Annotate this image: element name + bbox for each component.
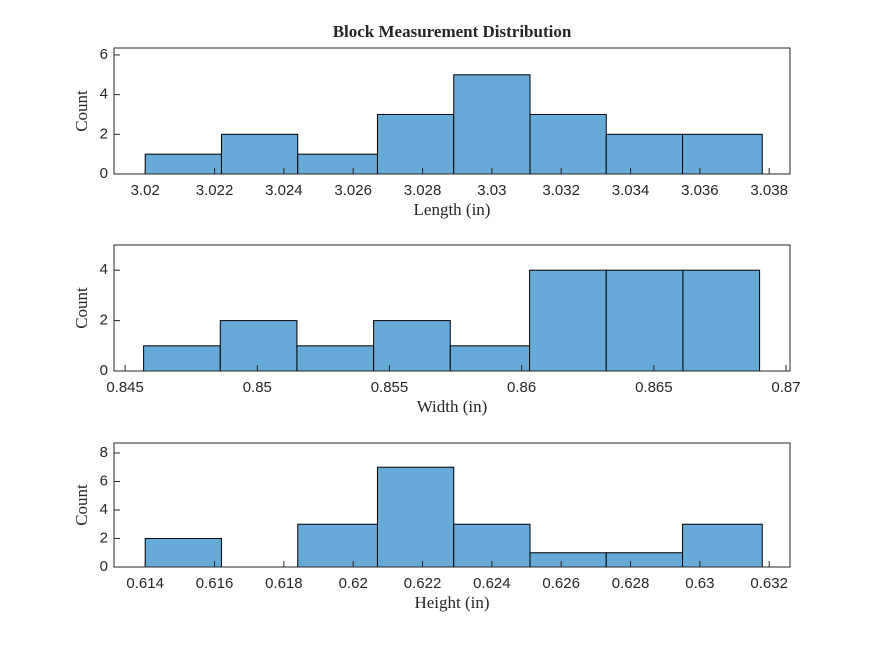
histogram-bar xyxy=(529,552,607,568)
x-tick-label: 3.026 xyxy=(334,182,372,199)
histogram-bar xyxy=(220,133,299,175)
x-tick-label: 3.032 xyxy=(542,182,580,199)
histogram-bar xyxy=(605,133,684,175)
histogram-bar xyxy=(682,269,761,372)
y-axis-label: Count xyxy=(72,90,91,132)
x-tick-label: 0.614 xyxy=(126,575,164,592)
y-axis-label: Count xyxy=(72,484,91,526)
x-tick-label: 3.038 xyxy=(750,182,788,199)
y-tick-label: 0 xyxy=(100,165,108,182)
x-tick-label: 0.85 xyxy=(243,379,272,396)
histogram-bar xyxy=(219,320,298,372)
y-axis-label: Count xyxy=(72,287,91,329)
x-tick-label: 3.02 xyxy=(131,182,160,199)
x-tick-label: 0.624 xyxy=(473,575,511,592)
x-tick-label: 0.632 xyxy=(750,575,788,592)
histogram-bar xyxy=(144,537,222,568)
x-tick-label: 0.865 xyxy=(635,379,673,396)
histogram-bar xyxy=(376,466,455,568)
histogram-bar xyxy=(373,320,451,372)
axes-box xyxy=(113,442,791,568)
x-tick-label: 0.845 xyxy=(106,379,144,396)
y-tick-label: 4 xyxy=(100,261,108,278)
y-tick-label: 8 xyxy=(100,444,108,461)
y-tick-label: 0 xyxy=(100,558,108,575)
x-tick-label: 0.626 xyxy=(542,575,580,592)
histogram-bar xyxy=(143,345,221,372)
y-tick-label: 6 xyxy=(100,46,108,63)
y-tick-label: 2 xyxy=(100,125,108,142)
histogram-bar xyxy=(682,523,763,568)
x-tick-label: 3.024 xyxy=(265,182,303,199)
histogram-bar xyxy=(449,345,531,372)
x-tick-label: 3.03 xyxy=(477,182,506,199)
x-tick-label: 0.62 xyxy=(339,575,368,592)
y-tick-label: 4 xyxy=(100,501,108,518)
histogram-bar xyxy=(529,113,607,175)
axes-box xyxy=(113,244,791,372)
histogram-bar xyxy=(297,523,378,568)
chart-title: Block Measurement Distribution xyxy=(333,22,572,41)
histogram-bar xyxy=(376,113,455,175)
x-tick-label: 0.622 xyxy=(404,575,442,592)
x-tick-label: 0.855 xyxy=(371,379,409,396)
x-axis-label: Width (in) xyxy=(417,397,488,416)
x-tick-label: 3.022 xyxy=(196,182,234,199)
y-tick-label: 2 xyxy=(100,529,108,546)
x-tick-label: 3.036 xyxy=(681,182,719,199)
x-tick-label: 0.86 xyxy=(507,379,536,396)
histogram-bar xyxy=(605,552,684,568)
histogram-bar xyxy=(453,523,531,568)
y-tick-label: 4 xyxy=(100,86,108,103)
x-axis-label: Length (in) xyxy=(414,200,491,219)
x-tick-label: 0.618 xyxy=(265,575,303,592)
histogram-bar xyxy=(296,345,375,372)
x-tick-label: 3.028 xyxy=(404,182,442,199)
x-tick-label: 0.616 xyxy=(196,575,234,592)
x-axis-label: Height (in) xyxy=(414,593,489,612)
histogram-bar xyxy=(529,269,607,372)
x-tick-label: 0.87 xyxy=(771,379,800,396)
y-tick-label: 6 xyxy=(100,472,108,489)
y-tick-label: 2 xyxy=(100,312,108,329)
x-tick-label: 0.628 xyxy=(612,575,650,592)
x-tick-label: 0.63 xyxy=(685,575,714,592)
histogram-bar xyxy=(297,153,378,175)
x-tick-label: 3.034 xyxy=(612,182,650,199)
histogram-bar xyxy=(605,269,684,372)
histogram-bar xyxy=(144,153,222,175)
y-tick-label: 0 xyxy=(100,362,108,379)
histogram-bar xyxy=(453,74,531,175)
histogram-bar xyxy=(682,133,763,175)
axes-box xyxy=(113,47,791,175)
